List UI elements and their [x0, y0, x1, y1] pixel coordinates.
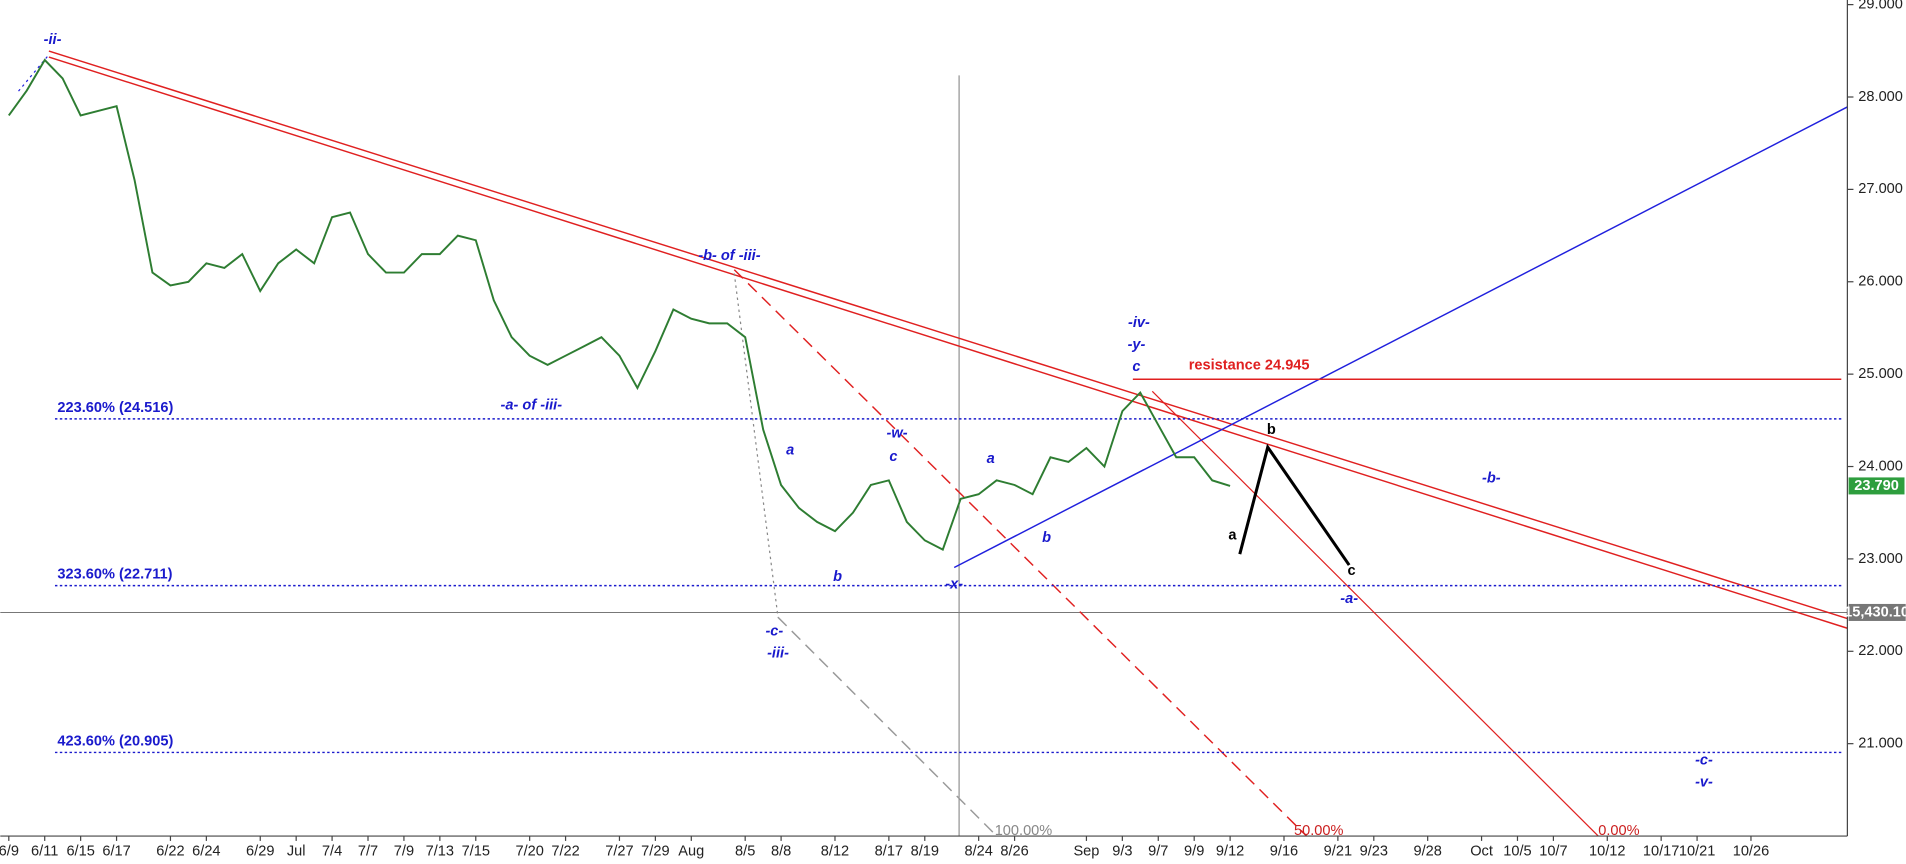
y-tick-label: 22.000: [1858, 643, 1903, 659]
x-tick-label: 10/7: [1539, 844, 1567, 860]
wave-label: b: [833, 569, 842, 585]
wave-label: b: [1042, 530, 1051, 546]
wave-label: -ii-: [44, 32, 62, 48]
wave-label: -c-: [1695, 753, 1713, 769]
crosshair-box: [1848, 603, 1906, 621]
x-tick-label: 6/11: [31, 844, 58, 860]
fan-line: [1151, 390, 1599, 837]
x-tick-label: 6/17: [102, 844, 130, 860]
crosshair-label: 15,430.10: [1844, 604, 1906, 620]
y-tick-label: 27.000: [1858, 181, 1903, 197]
x-tick-label: 10/5: [1503, 844, 1531, 860]
wave-label: -iv-: [1128, 315, 1150, 331]
x-tick-label: 8/12: [821, 844, 849, 860]
y-tick-label: 26.000: [1858, 274, 1903, 290]
x-tick-label: Oct: [1470, 844, 1493, 860]
x-tick-label: 7/29: [641, 844, 669, 860]
wave-label: -c-: [765, 624, 783, 640]
x-tick-label: 8/24: [964, 844, 992, 860]
wave-label: 100.00%: [995, 823, 1053, 839]
x-tick-label: 8/8: [771, 844, 791, 860]
last-price-box: [1848, 477, 1905, 495]
trendline: [48, 56, 1848, 629]
y-tick-label: 21.000: [1858, 736, 1903, 752]
y-tick-label: 24.000: [1858, 458, 1903, 474]
wave-label: -b- of -iii-: [698, 248, 760, 264]
x-tick-label: 10/12: [1589, 844, 1625, 860]
wave-label: a: [987, 451, 995, 467]
x-tick-label: 6/9: [0, 844, 19, 860]
x-tick-label: 6/22: [156, 844, 184, 860]
level-label: resistance 24.945: [1189, 358, 1310, 374]
x-tick-label: 9/16: [1270, 844, 1298, 860]
wave-label: -x-: [945, 576, 963, 592]
wave-label: 50.00%: [1294, 823, 1343, 839]
wave-line: [18, 54, 50, 92]
x-tick-label: 8/17: [875, 844, 903, 860]
drawings: [0, 0, 1848, 837]
x-tick-label: 8/5: [735, 844, 755, 860]
level-label: 223.60% (24.516): [57, 400, 173, 416]
x-tick-label: 10/17: [1643, 844, 1679, 860]
x-tick-label: 9/23: [1360, 844, 1388, 860]
x-tick-label: 10/26: [1733, 844, 1769, 860]
x-tick-label: 7/7: [358, 844, 378, 860]
x-tick-label: 9/9: [1184, 844, 1204, 860]
trendline: [48, 50, 1848, 620]
x-tick-label: Jul: [287, 844, 306, 860]
wave-label: -iii-: [767, 646, 789, 662]
wave-label: -y-: [1128, 337, 1146, 353]
price-line: [8, 58, 1231, 552]
x-tick-label: 10/21: [1679, 844, 1715, 860]
x-tick-label: 8/26: [1000, 844, 1028, 860]
x-tick-label: 9/21: [1324, 844, 1352, 860]
last-price-label: 23.790: [1854, 478, 1899, 494]
x-tick-label: 7/9: [394, 844, 414, 860]
wave-label: c: [889, 449, 897, 465]
x-tick-label: Sep: [1073, 844, 1099, 860]
level-label: 323.60% (22.711): [57, 567, 172, 583]
x-tick-label: 7/15: [462, 844, 490, 860]
x-tick-label: 9/12: [1216, 844, 1244, 860]
fan-line: [777, 616, 998, 837]
x-tick-label: 6/24: [192, 844, 220, 860]
wave-label: 0.00%: [1598, 823, 1639, 839]
fan-line: [733, 269, 1308, 837]
wave-label: -b-: [1482, 471, 1501, 487]
y-tick-label: 25.000: [1858, 366, 1903, 382]
wave-label: -a- of -iii-: [501, 398, 563, 414]
channel-line: [953, 106, 1848, 569]
x-tick-label: 7/20: [515, 844, 543, 860]
y-tick-label: 29.000: [1858, 0, 1903, 12]
wave-label: -w-: [887, 426, 908, 442]
x-tick-label: 6/15: [66, 844, 94, 860]
projection-path: [1238, 443, 1351, 566]
x-tick-label: 9/3: [1112, 844, 1132, 860]
x-tick-label: 7/13: [426, 844, 454, 860]
wave-label: c: [1132, 359, 1140, 375]
x-tick-label: 7/4: [322, 844, 342, 860]
wave-label: -v-: [1695, 774, 1713, 790]
x-tick-label: 9/7: [1148, 844, 1168, 860]
wave-label: c: [1348, 563, 1356, 579]
x-tick-label: 8/19: [911, 844, 939, 860]
x-tick-label: 9/28: [1413, 844, 1441, 860]
y-tick-label: 23.000: [1858, 551, 1903, 567]
x-tick-label: 6/29: [246, 844, 274, 860]
wave-label: a: [786, 443, 794, 459]
x-tick-label: 7/22: [551, 844, 579, 860]
y-tick-label: 28.000: [1858, 89, 1903, 105]
x-tick-label: Aug: [678, 844, 704, 860]
level-label: 423.60% (20.905): [57, 733, 173, 749]
wave-label: -a-: [1340, 591, 1358, 607]
wave-label: a: [1228, 528, 1237, 544]
wave-label: b: [1267, 422, 1276, 438]
x-tick-label: 7/27: [605, 844, 633, 860]
